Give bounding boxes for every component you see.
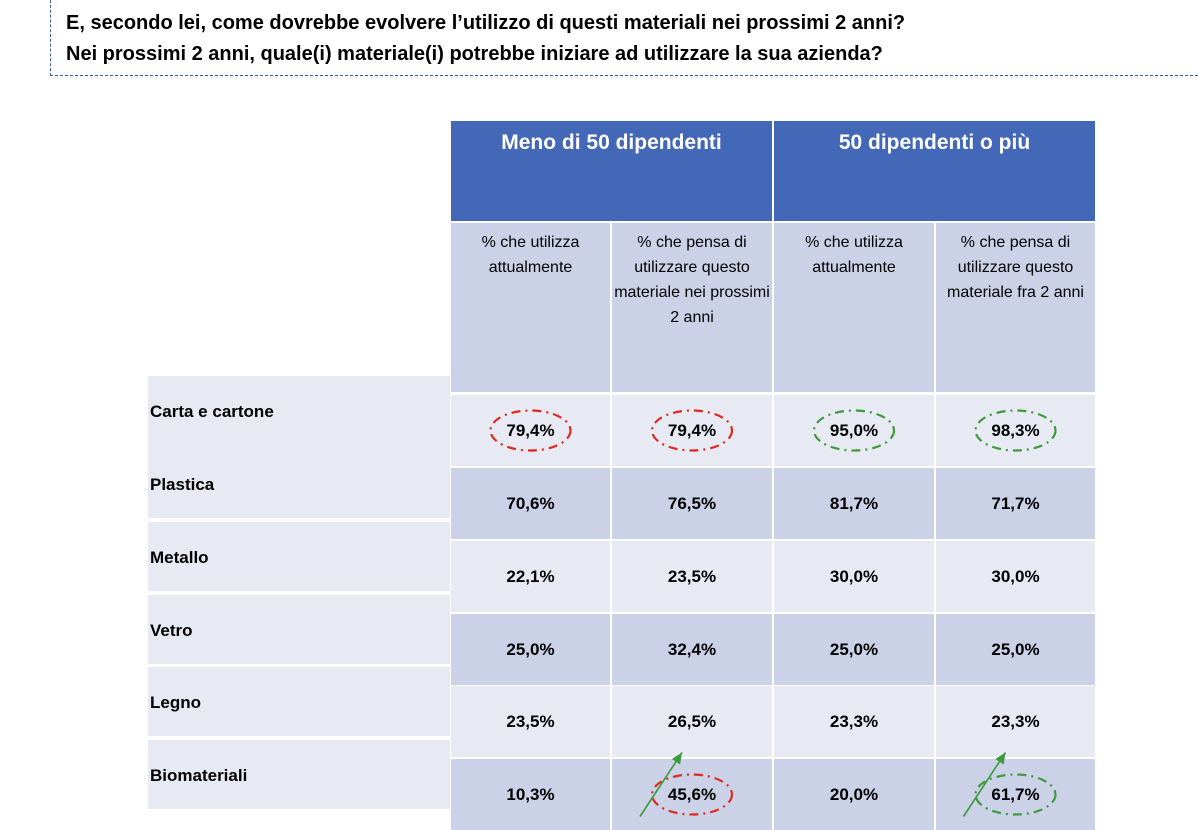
group-header: Meno di 50 dipendenti bbox=[451, 121, 772, 221]
column-header: % che pensa di utilizzare questo materia… bbox=[936, 223, 1095, 392]
column-header: % che pensa di utilizzare questo materia… bbox=[612, 223, 772, 392]
title-line-2: Nei prossimi 2 anni, quale(i) materiale(… bbox=[66, 43, 883, 65]
table-cell: 30,0% bbox=[936, 541, 1095, 612]
table-cell: 71,7% bbox=[936, 468, 1095, 539]
table-cell: 10,3% bbox=[451, 759, 610, 830]
table-cell: 79,4% bbox=[451, 395, 610, 466]
row-label: Carta e cartone bbox=[148, 376, 450, 462]
table-cell: 98,3% bbox=[936, 395, 1095, 466]
row-label: Metallo bbox=[148, 522, 450, 591]
table-cell: 30,0% bbox=[774, 541, 934, 612]
column-header: % che utilizza attualmente bbox=[451, 223, 610, 392]
table-cell: 32,4% bbox=[612, 614, 772, 685]
row-label: Vetro bbox=[148, 595, 450, 664]
table-cell: 25,0% bbox=[451, 614, 610, 685]
column-header: % che utilizza attualmente bbox=[774, 223, 934, 392]
group-header: 50 dipendenti o più bbox=[774, 121, 1095, 221]
row-label: Biomateriali bbox=[148, 740, 450, 809]
table-cell: 23,3% bbox=[774, 686, 934, 757]
table-cell: 76,5% bbox=[612, 468, 772, 539]
table-cell: 95,0% bbox=[774, 395, 934, 466]
table-cell: 70,6% bbox=[451, 468, 610, 539]
row-label: Plastica bbox=[148, 449, 450, 518]
table-cell: 26,5% bbox=[612, 686, 772, 757]
table-cell: 81,7% bbox=[774, 468, 934, 539]
table-cell: 23,3% bbox=[936, 686, 1095, 757]
table-cell: 20,0% bbox=[774, 759, 934, 830]
table-cell: 79,4% bbox=[612, 395, 772, 466]
title-box bbox=[50, 0, 1198, 76]
table-cell: 23,5% bbox=[451, 686, 610, 757]
table-cell: 23,5% bbox=[612, 541, 772, 612]
row-label: Legno bbox=[148, 667, 450, 736]
table-cell: 25,0% bbox=[936, 614, 1095, 685]
table-cell: 61,7% bbox=[936, 759, 1095, 830]
table-cell: 22,1% bbox=[451, 541, 610, 612]
table-cell: 45,6% bbox=[612, 759, 772, 830]
table-cell: 25,0% bbox=[774, 614, 934, 685]
title-line-1: E, secondo lei, come dovrebbe evolvere l… bbox=[66, 12, 906, 34]
